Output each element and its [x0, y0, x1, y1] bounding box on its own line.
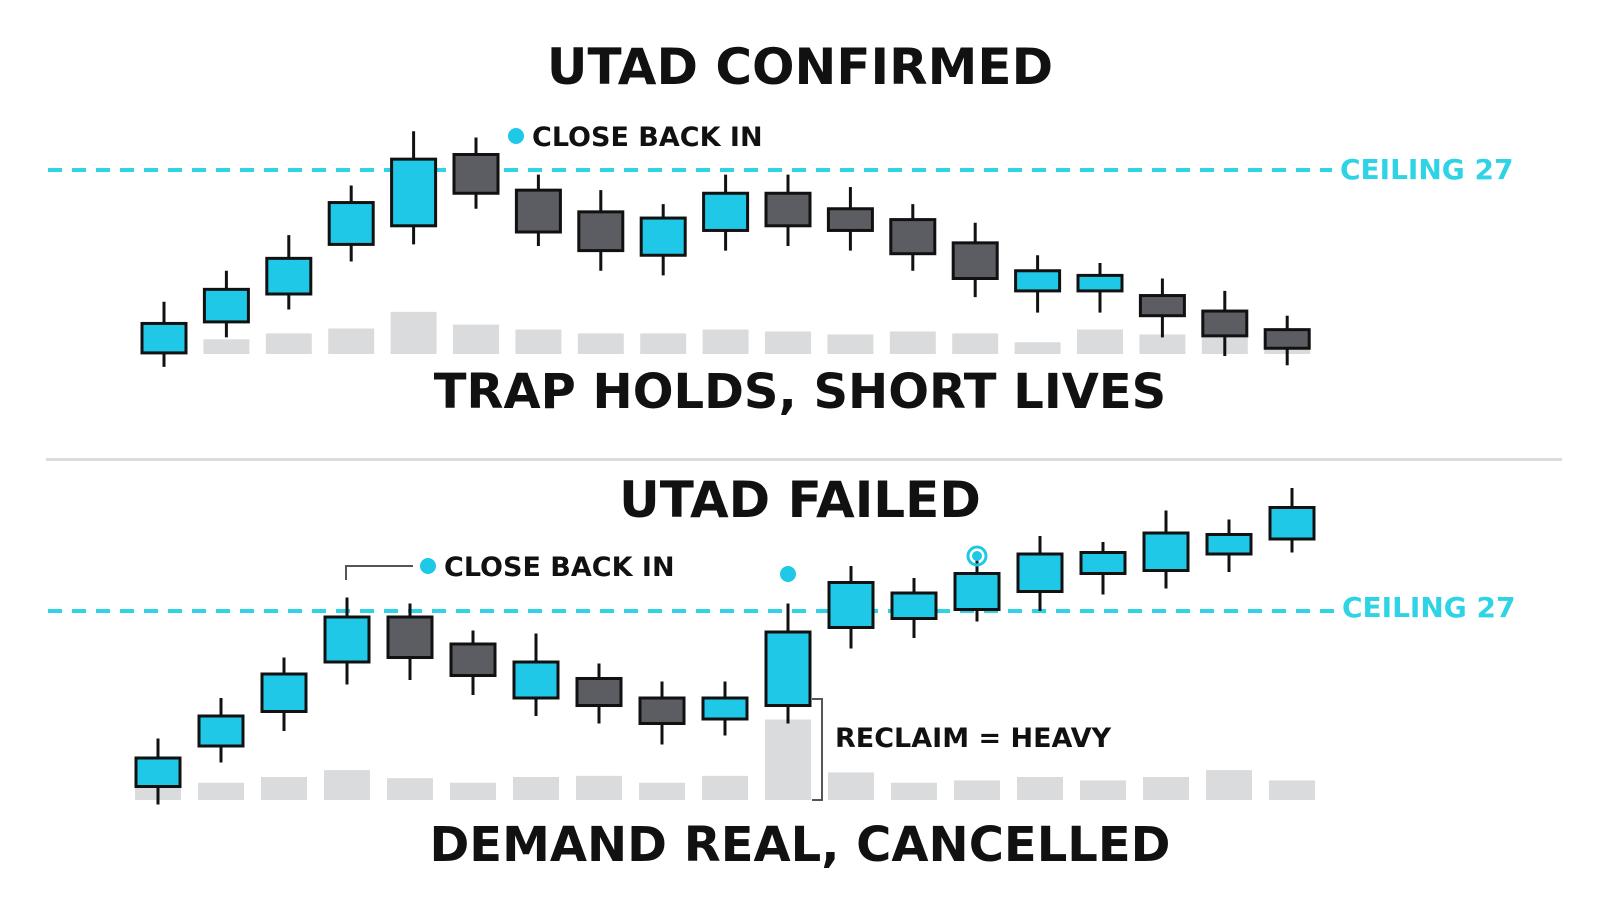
volume-bar: [265, 333, 312, 354]
volume-bar: [1014, 342, 1061, 354]
bull-candle: [1142, 531, 1190, 572]
bear-candle: [764, 191, 812, 228]
volume-bar: [1143, 777, 1189, 800]
chart-panel-failed: CEILING 27 CLOSE BACK IN RECLAIM = HEAVY: [48, 488, 1515, 805]
bull-candle: [953, 572, 1001, 611]
close-back-in-label: CLOSE BACK IN: [444, 552, 675, 583]
volume-bar: [1139, 334, 1186, 354]
volume-bar: [1080, 780, 1126, 800]
volume-bar: [203, 339, 250, 354]
bull-candle: [1016, 552, 1064, 593]
bull-candle: [323, 615, 371, 664]
volume-bar: [954, 780, 1000, 800]
bear-candle: [575, 677, 623, 707]
volume-bar: [640, 333, 687, 354]
chart-1-caption: TRAP HOLDS, SHORT LIVES: [433, 364, 1167, 420]
close-back-in-label: CLOSE BACK IN: [532, 122, 763, 153]
bull-candle: [202, 287, 250, 324]
volume-bar: [513, 777, 559, 800]
bull-candle: [827, 581, 875, 629]
section-divider: [46, 458, 1562, 461]
bear-candle: [826, 207, 874, 232]
bear-candle: [1201, 309, 1249, 338]
volume-bar: [324, 770, 370, 800]
bull-candle: [1205, 533, 1253, 556]
bull-candle: [764, 630, 812, 707]
bull-candle: [265, 256, 313, 296]
bull-candle: [327, 201, 375, 246]
volume-bar: [515, 329, 562, 354]
signal-ring: [966, 545, 988, 567]
bull-candle: [1268, 506, 1316, 541]
signal-dot: [780, 566, 796, 582]
volume-bar: [387, 778, 433, 800]
chart-panel-confirmed: CEILING 27 CLOSE BACK IN: [48, 122, 1513, 367]
bull-candle: [701, 696, 749, 721]
signal-dot: [972, 551, 982, 561]
close-back-in-dot: [420, 558, 436, 574]
volume-bar: [198, 782, 244, 800]
bear-candle: [514, 188, 562, 234]
bull-candle: [197, 714, 245, 748]
bear-candle: [951, 241, 999, 281]
bull-candle: [512, 660, 560, 700]
volume-bar: [827, 334, 874, 354]
volume-bar: [1269, 780, 1315, 800]
bull-candle: [1079, 551, 1127, 575]
chart-2-caption: DEMAND REAL, CANCELLED: [429, 817, 1171, 873]
volume-bar: [828, 772, 874, 800]
bull-candle: [140, 321, 188, 355]
bull-candle: [134, 756, 182, 788]
bull-candle: [1076, 273, 1124, 293]
bear-candle: [1138, 294, 1186, 318]
volume-bar: [639, 782, 685, 800]
volume-bar: [702, 775, 748, 800]
bear-candle: [577, 210, 625, 253]
chart-1-title: UTAD CONFIRMED: [546, 38, 1054, 96]
reclaim-heavy-label: RECLAIM = HEAVY: [835, 723, 1111, 754]
close-back-in-dot: [508, 128, 524, 144]
bear-candle: [449, 642, 497, 677]
bear-candle: [386, 615, 434, 659]
volume-bar: [1077, 329, 1123, 354]
bear-candle: [452, 153, 500, 195]
bull-candle: [390, 157, 438, 228]
volume-bar: [328, 328, 375, 354]
bull-candle: [890, 591, 938, 620]
ceiling-label: CEILING 27: [1342, 591, 1515, 624]
volume-bar: [952, 333, 999, 354]
volume-bar: [765, 331, 811, 354]
bear-candle: [1263, 328, 1311, 350]
volume-bar: [1206, 770, 1252, 800]
volume-bar: [453, 324, 499, 354]
bear-candle: [889, 218, 937, 256]
close-back-in-bracket: [345, 565, 413, 580]
bull-candle: [260, 672, 308, 713]
volume-bar: [576, 775, 622, 800]
volume-bar: [450, 782, 496, 800]
bull-candle: [702, 191, 750, 232]
volume-bar: [702, 329, 749, 354]
ceiling-label: CEILING 27: [1340, 153, 1513, 186]
reclaim-bracket: [812, 698, 823, 801]
volume-bar: [1017, 777, 1063, 800]
volume-bar: [261, 777, 307, 800]
bull-candle: [639, 216, 687, 257]
volume-bar: [765, 719, 811, 800]
volume-bar: [891, 782, 937, 800]
chart-2-title: UTAD FAILED: [619, 471, 981, 529]
volume-bar: [390, 311, 437, 354]
bear-candle: [638, 696, 686, 725]
volume-bar: [889, 331, 936, 354]
volume-bar: [577, 333, 624, 354]
bull-candle: [1014, 269, 1062, 293]
